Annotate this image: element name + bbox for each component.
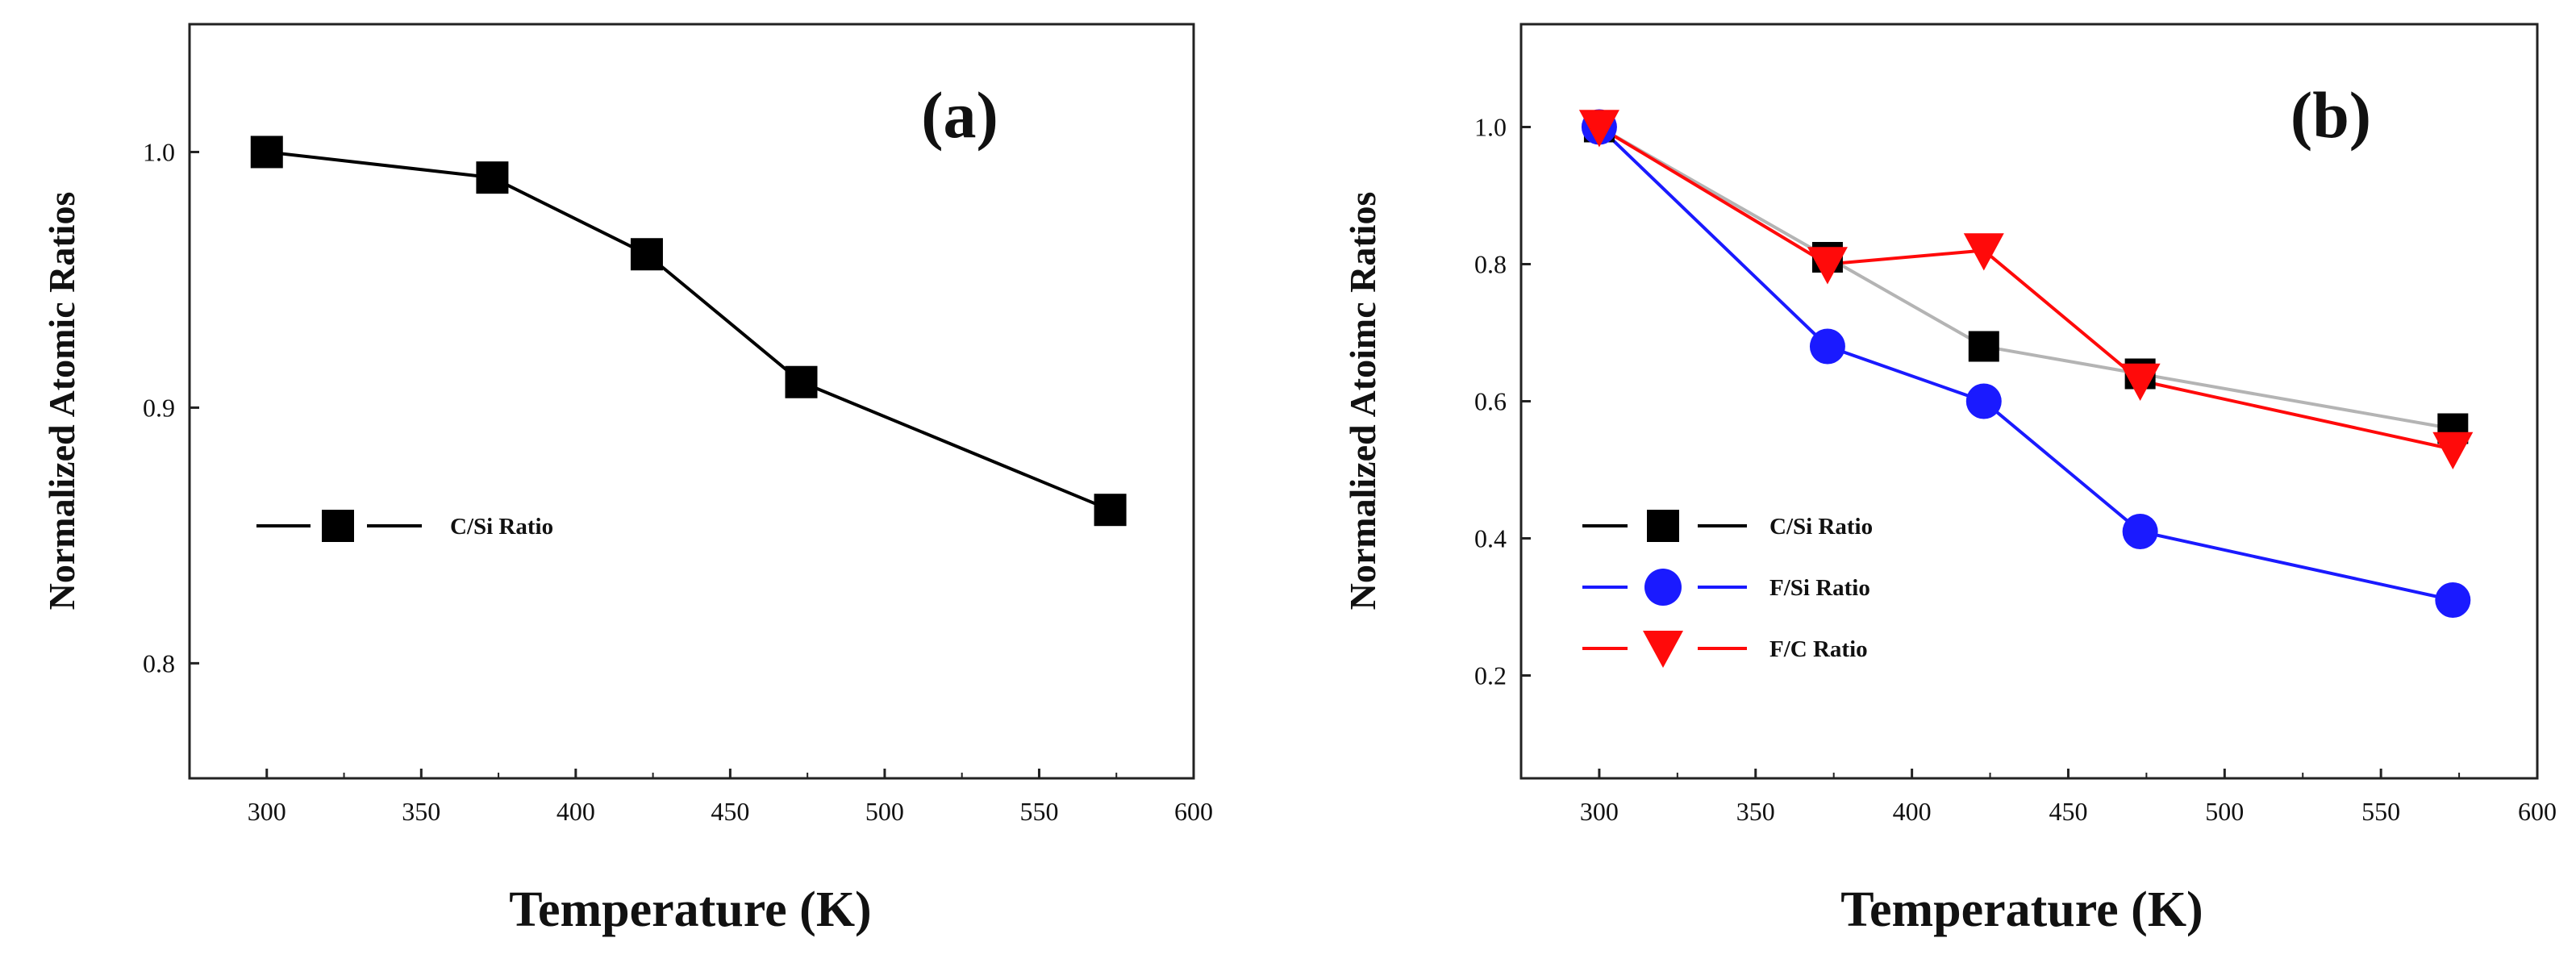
x-axis-title-a: Temperature (K) (509, 882, 871, 937)
legend-a-label: C/Si Ratio (450, 514, 553, 540)
x-tick-label-a: 450 (711, 797, 749, 826)
legend-b-item-f-si: F/Si Ratio (1582, 569, 1870, 606)
y-tick-label-a: 1.0 (143, 137, 175, 166)
x-tick-label-a: 500 (865, 797, 904, 826)
data-point-b-f-c-ratio (1578, 110, 1619, 148)
legend-b-label-f-si: F/Si Ratio (1769, 575, 1870, 601)
data-point-b-f-si-ratio (2435, 582, 2471, 618)
y-tick-label-b: 0.8 (1474, 250, 1507, 279)
y-axis-title-b: Normalized Atoimc Ratios (1342, 192, 1383, 611)
data-point-b-f-si-ratio (1809, 328, 1845, 365)
data-point-b-f-c-ratio (1807, 247, 1848, 285)
y-tick-label-b: 0.2 (1474, 661, 1507, 690)
series-line-b-f-si-ratio (1598, 126, 2453, 602)
y-tick-label-b: 0.4 (1474, 524, 1507, 553)
x-tick-label-a: 350 (402, 797, 440, 826)
x-tick-label-b: 500 (2205, 797, 2244, 826)
x-tick-label-a: 300 (248, 797, 286, 826)
legend-b-label-c-si: C/Si Ratio (1769, 514, 1873, 540)
data-point-b-f-c-ratio (2432, 431, 2474, 469)
x-tick-label-b: 600 (2518, 797, 2557, 826)
legend-b-item-f-c: F/C Ratio (1582, 631, 1868, 668)
data-point-a-c-si-ratio (630, 238, 663, 271)
x-tick-label-a: 600 (1174, 797, 1213, 826)
series-line-b-f-c-ratio (1598, 125, 2453, 451)
legend-a-marker-square (322, 510, 354, 542)
legend-a: C/Si Ratio (256, 510, 553, 542)
data-point-a-c-si-ratio (476, 161, 509, 194)
y-tick-label-a: 0.9 (143, 393, 175, 422)
panel-label-a: (a) (921, 78, 998, 152)
data-point-b-f-c-ratio (2120, 363, 2161, 401)
x-tick-label-b: 450 (2049, 797, 2087, 826)
x-tick-label-a: 550 (1019, 797, 1058, 826)
chart-b: 300 350 400 450 500 550 600 0.2 0.4 0.6 0.8 1.0 (b)… (1342, 23, 2557, 937)
plot-area-a: 300 350 400 450 500 550 600 0.8 0.9 1.0 (143, 135, 1213, 826)
data-point-a-c-si-ratio (250, 135, 283, 169)
x-axis-title-b: Temperature (K) (1840, 882, 2203, 937)
data-point-b-f-c-ratio (1963, 233, 2004, 271)
plot-frame-a (188, 23, 1195, 780)
y-tick-label-b: 1.0 (1474, 113, 1507, 142)
legend-b-marker-triangle (1643, 631, 1683, 668)
legend-b-label-f-c: F/C Ratio (1769, 636, 1868, 662)
x-tick-label-b: 400 (1893, 797, 1932, 826)
y-tick-label-a: 0.8 (143, 648, 175, 677)
x-tick-label-a: 400 (556, 797, 595, 826)
legend-b-marker-circle (1644, 569, 1682, 606)
plot-frame-b (1519, 23, 2539, 780)
y-axis-title-a: Normalized Atomic Ratios (41, 192, 82, 611)
data-point-a-c-si-ratio (785, 365, 818, 398)
legend-b-item-c-si: C/Si Ratio (1582, 510, 1873, 542)
series-line-a-c-si-ratio (266, 150, 1111, 512)
series-line-b-c-si-ratio (1598, 125, 2453, 431)
x-tick-label-b: 550 (2361, 797, 2400, 826)
legend-b-marker-square (1647, 510, 1679, 542)
x-tick-label-b: 300 (1580, 797, 1619, 826)
legend-b: C/Si Ratio F/Si Ratio F/C Ratio (1582, 510, 1873, 668)
panel-label-b: (b) (2290, 78, 2371, 152)
data-point-b-f-si-ratio (1965, 383, 2002, 419)
data-point-a-c-si-ratio (1094, 494, 1127, 527)
x-tick-label-b: 350 (1736, 797, 1775, 826)
y-tick-label-b: 0.6 (1474, 387, 1507, 416)
data-point-b-c-si-ratio (1968, 331, 1999, 362)
data-point-b-f-si-ratio (2122, 514, 2158, 549)
chart-a: 300 350 400 450 500 550 600 0.8 0.9 1.0 (a) Tempe… (41, 23, 1213, 937)
plot-area-b: 300 350 400 450 500 550 600 0.2 0.4 0.6 0.8 1.0 (1474, 109, 2557, 826)
